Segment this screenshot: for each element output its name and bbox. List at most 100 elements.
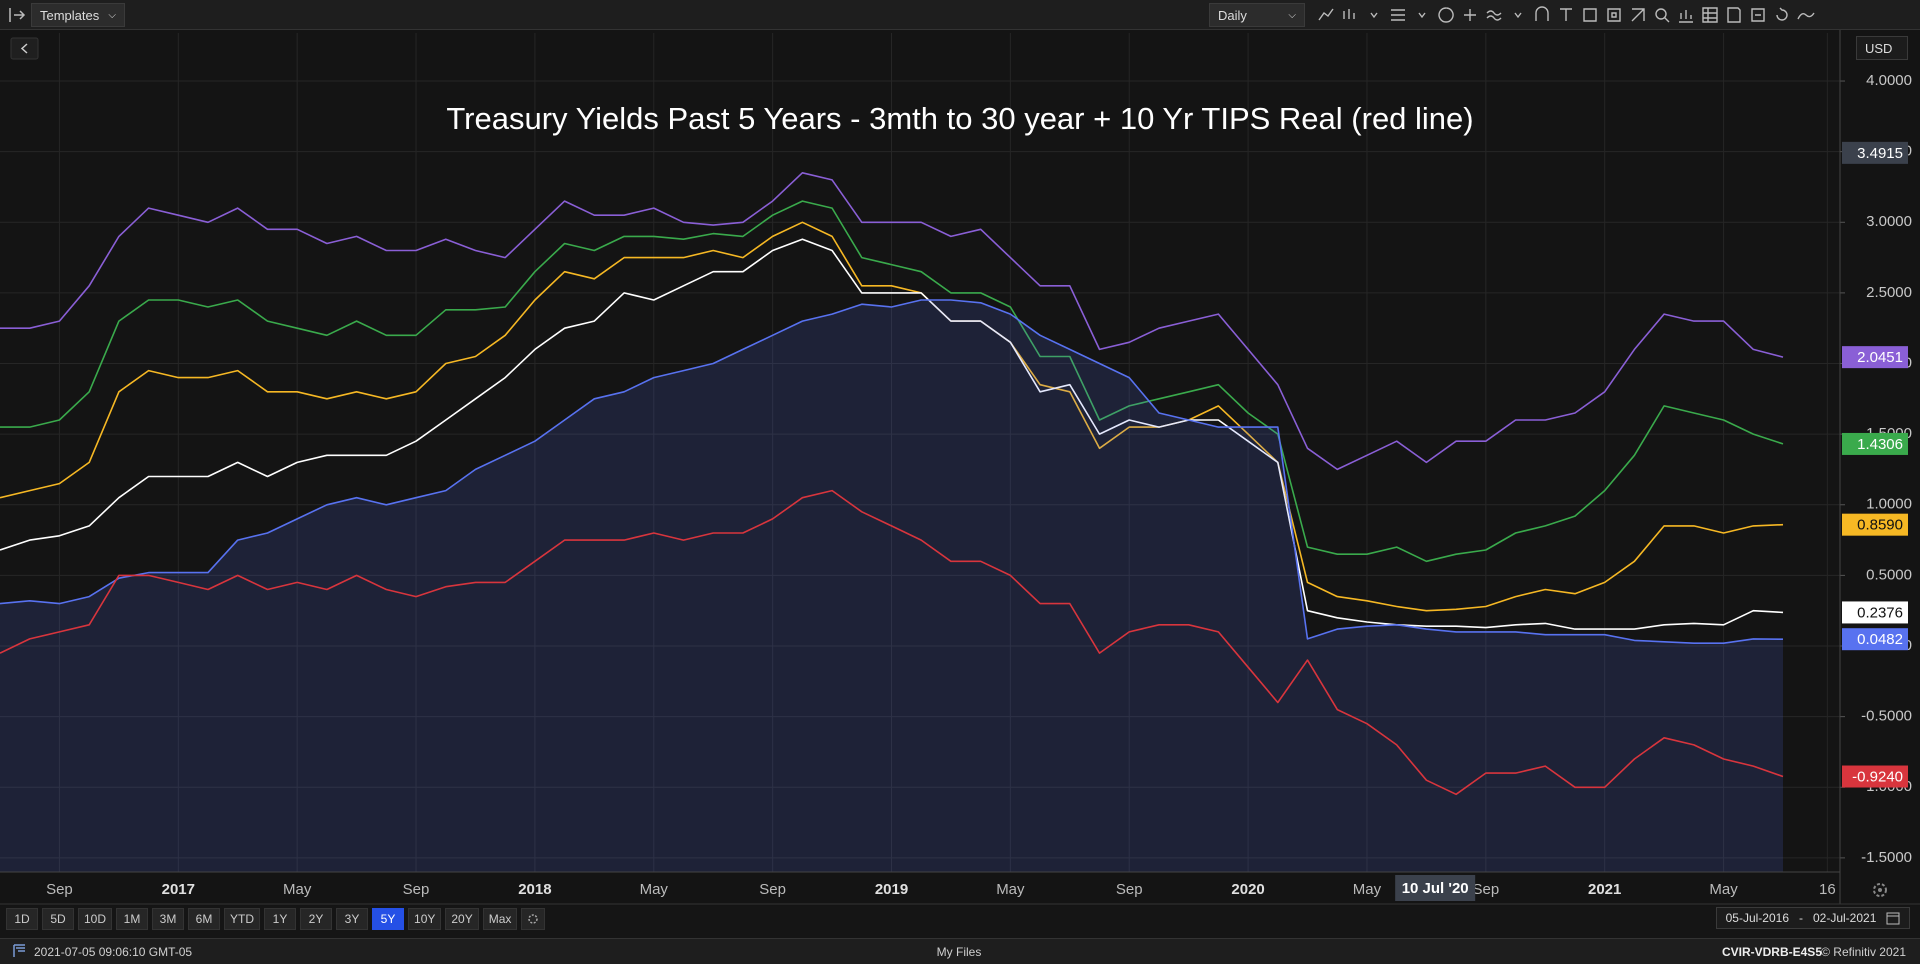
currency-dropdown[interactable]: USD [1856,36,1908,60]
icon-shape [1464,9,1476,21]
value-badge-label: 2.0451 [1857,349,1903,366]
y-tick-label: -1.5000 [1861,849,1912,866]
value-badge-label: 0.8590 [1857,517,1903,534]
toolbar-icon[interactable] [1412,4,1432,26]
range-end: 02-Jul-2021 [1813,911,1877,925]
icon-shape [1727,7,1741,23]
x-tick-label: Sep [46,881,73,898]
period-button[interactable]: YTD [224,908,261,930]
date-range[interactable]: 05-Jul-2016 - 02-Jul-2021 [1716,907,1910,929]
value-badge-label: 0.2376 [1857,604,1903,621]
toolbar-icon[interactable] [1796,4,1816,26]
panel-toggle[interactable] [7,5,29,25]
toolbar-icon[interactable] [1748,4,1768,26]
period-button[interactable]: 1D [6,908,38,930]
status-bar: 2021-07-05 09:06:10 GMT-05 My Files CVIR… [0,938,1920,964]
toolbar-icon[interactable] [1316,4,1336,26]
toolbar-icon[interactable] [1364,4,1384,26]
x-tick-label: Sep [759,881,786,898]
x-tick-label: Sep [403,881,430,898]
icon-shape [1438,7,1454,23]
period-button[interactable]: 3M [152,908,185,930]
series-line [0,238,1784,630]
templates-dropdown[interactable]: Templates ⌵ [31,3,125,27]
back-button[interactable] [10,37,39,60]
y-tick-label: 3.0000 [1866,213,1912,230]
period-button[interactable]: 6M [188,908,221,930]
icon-shape [1797,12,1815,20]
series-line [0,172,1784,471]
icon-shape [1679,10,1693,23]
icon-shape [1535,6,1549,21]
value-badge [1842,432,1908,455]
x-tick-label: 2018 [518,881,551,898]
toolbar-icon[interactable] [1724,4,1744,26]
toolbar-icons [1316,4,1816,26]
crosshair-x-label: 10 Jul '20 [1402,880,1469,897]
settings-icon[interactable] [1873,883,1887,897]
x-tick-label: May [1709,881,1738,898]
toolbar-icon[interactable] [1604,4,1624,26]
period-button[interactable]: 10Y [408,908,442,930]
icon-shape [1514,12,1522,19]
value-badge-label: -0.9240 [1852,768,1903,785]
value-badge-label: 1.4306 [1857,436,1903,453]
y-tick-label: 0.5000 [1866,566,1912,583]
value-badge-label: 0.0482 [1857,631,1903,648]
chart-background [0,30,1920,906]
x-tick-label: Sep [1472,881,1499,898]
range-separator: - [1799,911,1803,925]
toolbar-icon[interactable] [1556,4,1576,26]
top-toolbar: Templates ⌵ Daily ⌵ [0,0,1920,30]
toolbar-icon[interactable] [1436,4,1456,26]
range-start: 05-Jul-2016 [1725,911,1789,925]
period-button[interactable]: 1M [116,908,149,930]
period-button[interactable]: 10D [78,908,113,930]
period-button[interactable]: 20Y [445,908,479,930]
period-button[interactable]: 1Y [264,908,297,930]
icon-shape [1391,9,1405,21]
toolbar-icon[interactable] [1460,4,1480,26]
interval-dropdown[interactable]: Daily ⌵ [1209,3,1305,27]
x-tick-label: May [1353,881,1382,898]
copyright: © Refinitiv 2021 [1821,944,1906,959]
series-line [0,299,1784,644]
x-tick-label: 2021 [1588,881,1621,898]
toolbar-icon[interactable] [1340,4,1360,26]
x-tick-label: May [640,881,669,898]
icon-shape [1560,8,1572,21]
period-button[interactable]: 3Y [336,908,369,930]
icon-shape [1751,8,1765,22]
toolbar-icon[interactable] [1580,4,1600,26]
toolbar-icon[interactable] [1508,4,1528,26]
templates-label: Templates [40,7,100,23]
toolbar-icon[interactable] [1676,4,1696,26]
icon-shape [1583,8,1597,22]
period-button[interactable]: 2Y [300,908,333,930]
period-settings[interactable] [521,908,546,930]
icon-shape [1655,8,1670,23]
crosshair-y-badge [1842,141,1908,164]
toolbar-icon[interactable] [1772,4,1792,26]
icon-shape [1776,7,1788,21]
icon-shape [1318,8,1334,21]
x-tick-label: May [996,881,1025,898]
icon-shape [1343,9,1355,19]
period-button[interactable]: Max [482,908,518,930]
toolbar-icon[interactable] [1484,4,1504,26]
toolbar-icon[interactable] [1388,4,1408,26]
period-button[interactable]: 5Y [372,908,405,930]
value-badge [1842,601,1908,624]
toolbar-icon[interactable] [1700,4,1720,26]
toolbar-icon[interactable] [1652,4,1672,26]
y-tick-label: 1.0000 [1866,496,1912,513]
x-tick-label: May [283,881,312,898]
period-button[interactable]: 5D [42,908,74,930]
y-tick-label: 4.0000 [1866,72,1912,89]
toolbar-icon[interactable] [1532,4,1552,26]
my-files[interactable]: My Files [936,944,982,959]
crosshair-x-badge [1395,875,1476,901]
toolbar-icon[interactable] [1628,4,1648,26]
